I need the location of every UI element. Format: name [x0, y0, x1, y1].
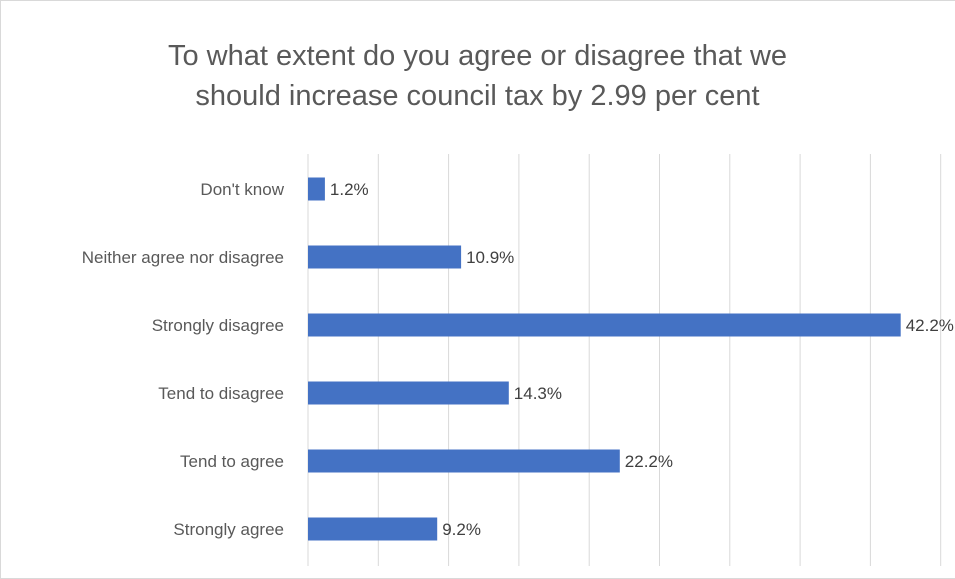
- category-label: Tend to agree: [180, 452, 284, 471]
- bar: [308, 313, 901, 337]
- category-label: Neither agree nor disagree: [82, 248, 284, 267]
- bar: [308, 449, 620, 473]
- bar: [308, 381, 509, 405]
- data-label: 1.2%: [330, 180, 369, 199]
- category-label: Don't know: [200, 180, 284, 199]
- bar: [308, 517, 438, 541]
- chart-title-line-1: To what extent do you agree or disagree …: [167, 40, 788, 72]
- bar: [308, 177, 325, 201]
- category-label: Tend to disagree: [158, 384, 284, 403]
- chart-title: To what extent do you agree or disagree …: [0, 36, 955, 116]
- data-label: 10.9%: [466, 248, 514, 267]
- category-label: Strongly disagree: [152, 316, 284, 335]
- category-label: Strongly agree: [173, 520, 284, 539]
- data-label: 14.3%: [514, 384, 562, 403]
- chart-title-line-2: should increase council tax by 2.99 per …: [195, 80, 760, 112]
- bar: [308, 245, 462, 269]
- data-label: 42.2%: [906, 316, 954, 335]
- data-label: 22.2%: [625, 452, 673, 471]
- data-label: 9.2%: [442, 520, 481, 539]
